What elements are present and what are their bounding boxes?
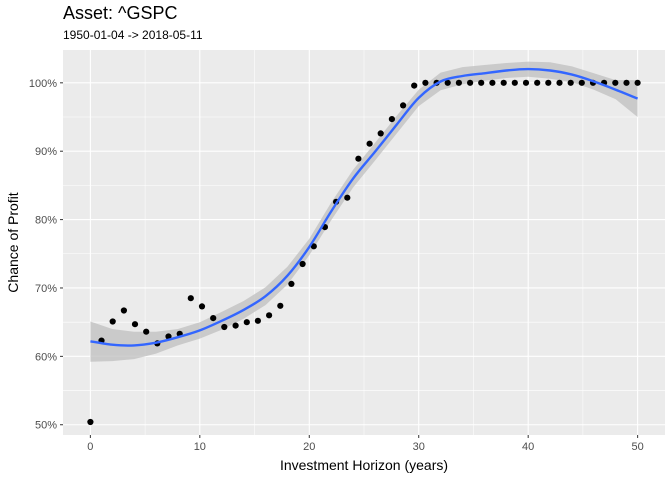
data-point (109, 318, 116, 325)
data-point (411, 82, 418, 89)
data-point (221, 323, 228, 331)
data-point (511, 79, 518, 86)
data-point (310, 243, 317, 250)
y-tick-label: 90% (35, 146, 57, 158)
data-point (612, 79, 619, 86)
data-point (87, 418, 94, 426)
data-point (545, 79, 552, 86)
data-point (288, 280, 295, 287)
data-point (467, 79, 474, 86)
data-point (143, 328, 150, 335)
x-tick-label: 10 (194, 441, 206, 453)
chart-subtitle: 1950-01-04 -> 2018-05-11 (63, 28, 203, 42)
x-tick-label: 50 (632, 441, 644, 453)
y-tick-label: 70% (35, 283, 57, 295)
data-point (578, 79, 585, 86)
y-tick-label: 80% (35, 215, 57, 227)
data-point (400, 102, 407, 109)
data-point (266, 312, 273, 319)
minor-gridlines (63, 50, 665, 435)
data-point (534, 79, 541, 86)
x-axis-ticks: 0 10 20 30 40 50 (87, 435, 644, 453)
x-tick-label: 20 (303, 441, 315, 453)
data-point (277, 302, 284, 309)
y-tick-label: 50% (35, 420, 57, 432)
data-point (522, 79, 530, 86)
data-point (567, 79, 574, 86)
x-tick-label: 0 (87, 441, 93, 453)
data-point (187, 295, 194, 302)
data-point (210, 315, 217, 322)
data-point (165, 333, 172, 340)
x-axis-title: Investment Horizon (years) (280, 457, 448, 473)
data-point (455, 79, 462, 86)
x-tick-label: 30 (413, 441, 425, 453)
data-point (232, 322, 239, 329)
data-point (422, 79, 429, 86)
data-point (388, 116, 395, 123)
data-point (120, 307, 127, 314)
data-point (444, 79, 451, 86)
y-axis-ticks: 50% 60% 70% 80% 90% 100% (29, 78, 63, 432)
data-point (243, 319, 250, 326)
smooth-trend-line (90, 67, 639, 347)
x-tick-label: 40 (522, 441, 534, 453)
data-point (299, 260, 306, 268)
data-point (500, 79, 507, 86)
data-point (344, 194, 351, 201)
y-axis-title: Chance of Profit (5, 192, 21, 292)
data-point (634, 79, 641, 86)
data-point (478, 79, 485, 86)
data-point (366, 140, 373, 147)
data-point (198, 303, 206, 310)
major-gridlines (63, 50, 665, 435)
chart-title: Asset: ^GSPC (63, 3, 178, 23)
data-point (489, 79, 496, 86)
y-tick-label: 60% (35, 351, 57, 363)
data-point (254, 317, 261, 324)
y-tick-label: 100% (29, 78, 57, 90)
data-point (131, 321, 139, 328)
data-point (377, 130, 384, 137)
data-point (623, 79, 630, 86)
data-point (556, 79, 563, 86)
data-point (355, 155, 362, 162)
